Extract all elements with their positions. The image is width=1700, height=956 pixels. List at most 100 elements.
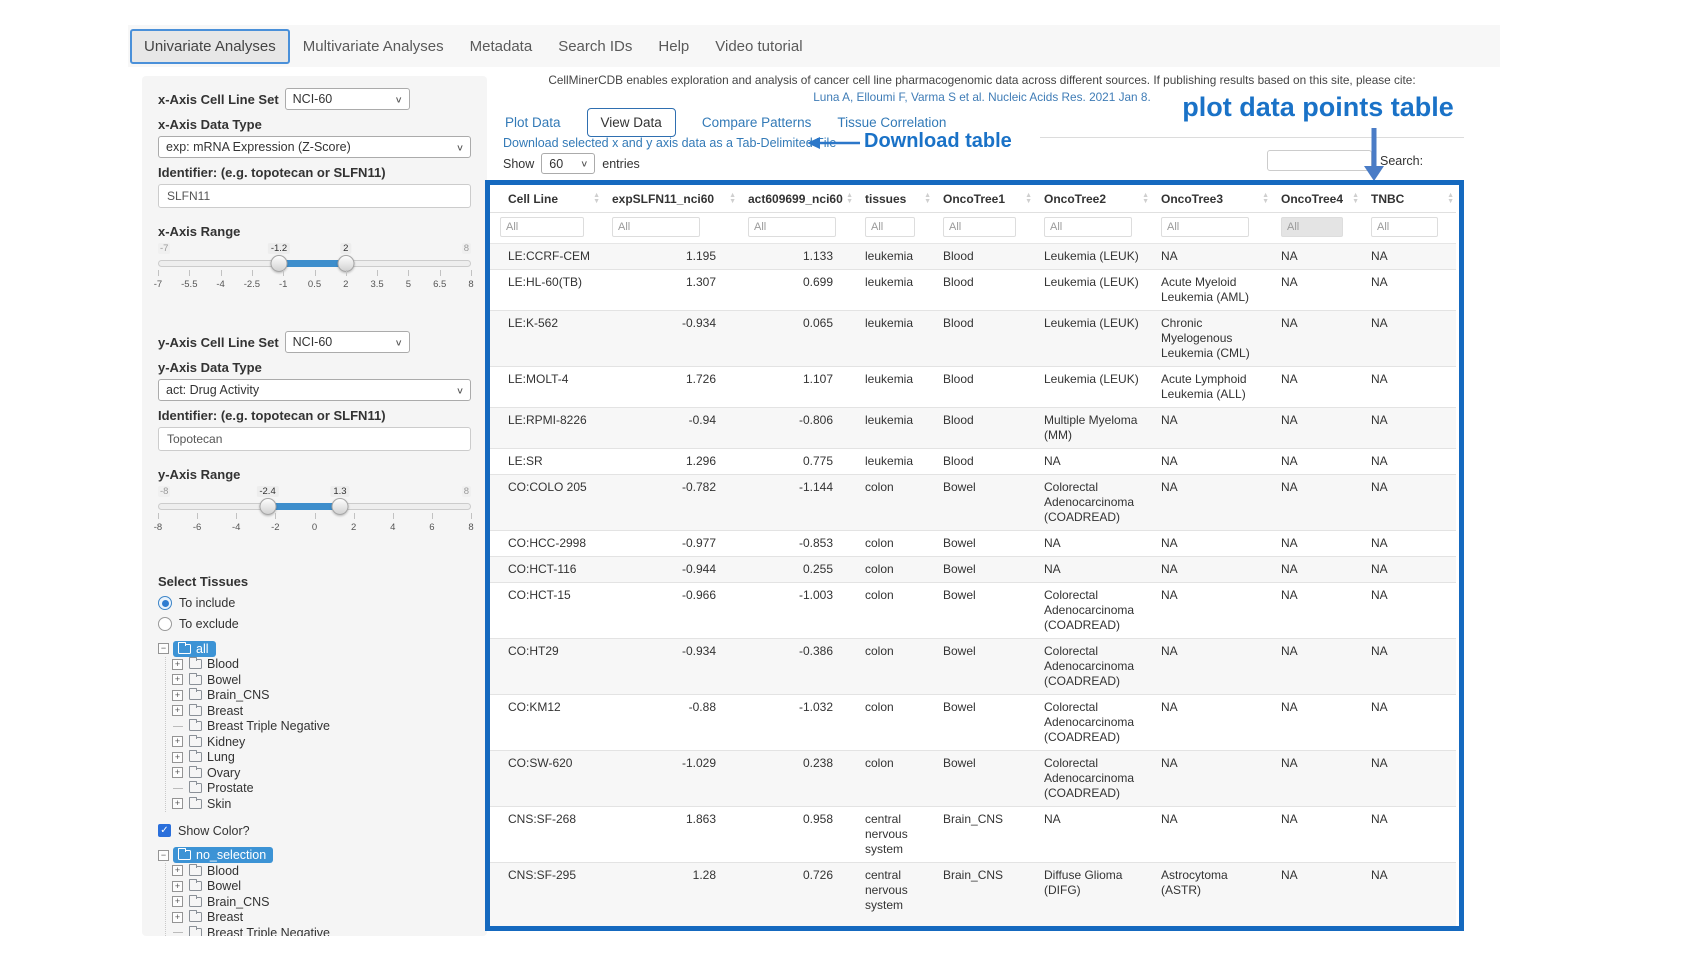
radio-option-to-exclude[interactable]: To exclude (158, 617, 471, 631)
slider-max-label: 8 (461, 243, 471, 254)
y-axis-range-slider[interactable]: -8 8 -2.4 1.3 -8 -6 -4 -2 0 2 4 6 8 (154, 486, 474, 544)
column-header-oncotree4[interactable]: OncoTree4 ▲ ▼ (1271, 185, 1361, 213)
y-axis-identifier-input[interactable] (158, 427, 471, 451)
show-color-row[interactable]: ✓ Show Color? (158, 824, 471, 838)
x-axis-identifier-input[interactable] (158, 184, 471, 208)
tree-item-include-ovary[interactable]: + Ovary (172, 765, 471, 781)
filter-input-oncotree1[interactable] (943, 217, 1016, 237)
expand-icon[interactable]: + (172, 689, 183, 701)
collapse-icon[interactable]: − (158, 643, 169, 655)
tree-root-no-selection[interactable]: − no_selection (158, 847, 471, 864)
slider-handle-from[interactable] (270, 255, 288, 272)
expand-icon[interactable]: + (172, 658, 183, 670)
tree-item-include-lung[interactable]: + Lung (172, 750, 471, 766)
slider-handle-to[interactable] (331, 498, 349, 515)
filter-input-oncotree3[interactable] (1161, 217, 1249, 237)
slider-active-bar (267, 503, 340, 510)
tree-item-color-blood[interactable]: + Blood (172, 863, 471, 879)
color-selection-tree: − no_selection + Blood + Bowel + Brain_CNS + Brea… (158, 847, 471, 936)
y-axis-data-type-select[interactable]: act: Drug Activity ∨ (158, 379, 471, 401)
folder-icon (189, 750, 202, 763)
slider-tick-label: 2 (350, 522, 357, 533)
slider-tick-label: -2.5 (243, 279, 261, 290)
x-axis-cell-line-set-select[interactable]: NCI-60 ∨ (284, 88, 410, 110)
tab-view-data[interactable]: View Data (586, 108, 676, 137)
filter-input-tnbc[interactable] (1371, 217, 1438, 237)
radio-selected-icon[interactable] (158, 596, 172, 610)
tree-root-node[interactable]: no_selection (173, 847, 274, 864)
filter-input-tissues[interactable] (865, 217, 915, 237)
tree-root-node[interactable]: all (173, 640, 216, 657)
filter-input-oncotree2[interactable] (1044, 217, 1132, 237)
nav-tab-search-ids[interactable]: Search IDs (558, 37, 633, 55)
search-input[interactable] (1267, 150, 1372, 171)
tree-item-color-breast-triple-negative[interactable]: Breast Triple Negative (172, 925, 471, 936)
expand-icon[interactable]: + (172, 674, 183, 686)
nav-tab-multivariate-analyses[interactable]: Multivariate Analyses (302, 37, 444, 55)
nav-tab-univariate-analyses[interactable]: Univariate Analyses (130, 28, 290, 64)
expand-icon[interactable]: + (172, 798, 183, 810)
radio-option-to-include[interactable]: To include (158, 596, 471, 610)
filter-cell-act609699-nci60 (738, 212, 855, 244)
expand-icon[interactable]: + (172, 751, 183, 763)
tree-item-color-brain-cns[interactable]: + Brain_CNS (172, 894, 471, 910)
show-color-checkbox-checked-icon[interactable]: ✓ (158, 824, 171, 837)
x-axis-identifier-label: Identifier: (e.g. topotecan or SLFN11) (158, 165, 386, 180)
x-axis-data-type-select[interactable]: exp: mRNA Expression (Z-Score) ∨ (158, 136, 471, 158)
cell-act609699-nci60: 0.699 (802, 275, 833, 289)
column-header-oncotree1[interactable]: OncoTree1 ▲ ▼ (933, 185, 1034, 213)
column-header-cell-line[interactable]: Cell Line ▲ ▼ (490, 185, 602, 213)
cell-oncotree1: Bowel (943, 562, 976, 576)
expand-icon[interactable]: + (172, 736, 183, 748)
expand-icon[interactable]: + (172, 705, 183, 717)
sort-icons: ▲ ▼ (593, 192, 600, 205)
tree-item-include-brain-cns[interactable]: + Brain_CNS (172, 688, 471, 704)
filter-input-expslfn11-nci60[interactable] (612, 217, 700, 237)
column-header-oncotree2[interactable]: OncoTree2 ▲ ▼ (1034, 185, 1151, 213)
column-header-tnbc[interactable]: TNBC ▲ ▼ (1361, 185, 1456, 213)
tree-item-include-blood[interactable]: + Blood (172, 657, 471, 673)
column-header-oncotree3[interactable]: OncoTree3 ▲ ▼ (1151, 185, 1271, 213)
tab-tissue-correlation[interactable]: Tissue Correlation (837, 115, 947, 130)
entries-per-page-select[interactable]: 60 ∨ (541, 153, 596, 174)
expand-icon[interactable]: + (172, 865, 183, 877)
citation-link[interactable]: Luna A, Elloumi F, Varma S et al. Nuclei… (813, 90, 1151, 104)
expand-icon[interactable]: + (172, 880, 183, 892)
nav-tab-video-tutorial[interactable]: Video tutorial (715, 37, 803, 55)
tree-item-include-breast[interactable]: + Breast (172, 703, 471, 719)
tab-compare-patterns[interactable]: Compare Patterns (701, 115, 812, 130)
column-header-tissues[interactable]: tissues ▲ ▼ (855, 185, 933, 213)
column-header-expslfn11-nci60[interactable]: expSLFN11_nci60 ▲ ▼ (602, 185, 738, 213)
cell-oncotree4: NA (1281, 756, 1298, 770)
slider-handle-from[interactable] (259, 498, 277, 515)
slider-tick-label: 3.5 (370, 279, 384, 290)
filter-input-act609699-nci60[interactable] (748, 217, 836, 237)
sort-icons: ▲ ▼ (1142, 192, 1149, 205)
expand-icon[interactable]: + (172, 911, 183, 923)
filter-input-oncotree4[interactable] (1281, 217, 1343, 237)
tree-item-include-bowel[interactable]: + Bowel (172, 672, 471, 688)
tree-item-color-breast[interactable]: + Breast (172, 910, 471, 926)
radio-unselected-icon[interactable] (158, 617, 172, 631)
tree-item-color-bowel[interactable]: + Bowel (172, 879, 471, 895)
expand-icon[interactable]: + (172, 767, 183, 779)
tree-item-include-breast-triple-negative[interactable]: Breast Triple Negative (172, 719, 471, 735)
nav-tab-metadata[interactable]: Metadata (469, 37, 533, 55)
download-tab-delimited-link[interactable]: Download selected x and y axis data as a… (503, 136, 837, 150)
nav-tab-help[interactable]: Help (658, 37, 690, 55)
collapse-icon[interactable]: − (158, 849, 169, 861)
x-axis-range-slider[interactable]: -7 8 -1.2 2 -7 -5.5 -4 -2.5 -1 0.5 2 3.5 5 6.5 8 (154, 243, 474, 301)
slider-tick-label: -5.5 (181, 279, 198, 290)
tree-item-include-skin[interactable]: + Skin (172, 796, 471, 812)
filter-input-cell-line[interactable] (500, 217, 584, 237)
expand-icon[interactable]: + (172, 896, 183, 908)
x-axis-cell-line-set-row: x-Axis Cell Line Set NCI-60 ∨ (158, 88, 471, 110)
y-axis-cell-line-set-select[interactable]: NCI-60 ∨ (284, 331, 410, 353)
tree-item-include-prostate[interactable]: Prostate (172, 781, 471, 797)
tab-plot-data[interactable]: Plot Data (505, 115, 561, 130)
tree-item-include-kidney[interactable]: + Kidney (172, 734, 471, 750)
cell-expslfn11-nci60: 1.863 (685, 812, 716, 826)
tree-root-all[interactable]: − all (158, 640, 471, 657)
column-header-act609699-nci60[interactable]: act609699_nci60 ▲ ▼ (738, 185, 855, 213)
